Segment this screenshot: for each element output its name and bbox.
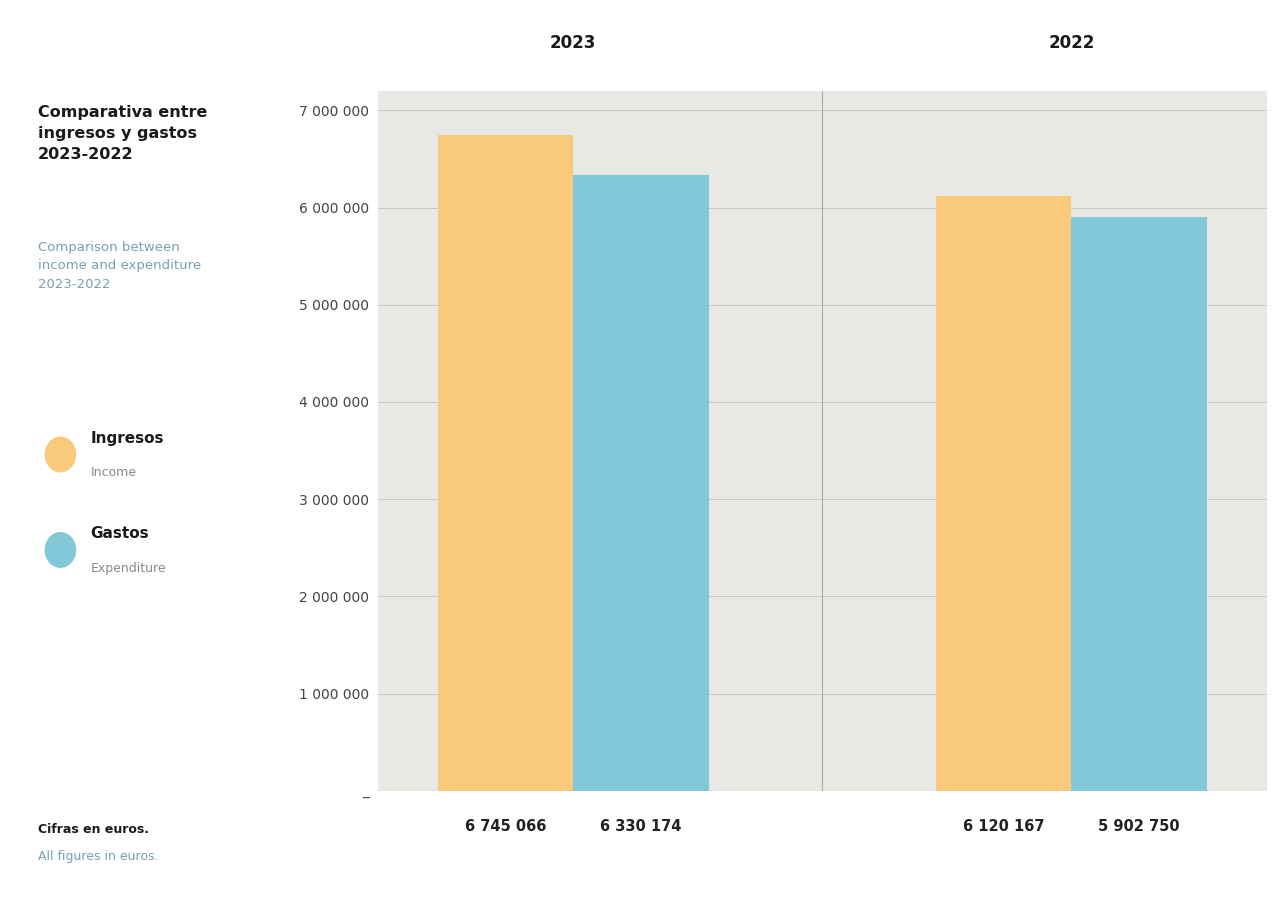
Bar bbox=[438, 135, 573, 791]
Text: 6 330 174: 6 330 174 bbox=[600, 819, 682, 834]
Text: 2023: 2023 bbox=[550, 35, 596, 53]
Text: Comparativa entre
ingresos y gastos
2023-2022: Comparativa entre ingresos y gastos 2023… bbox=[38, 105, 207, 162]
Text: Comparison between
income and expenditure
2023-2022: Comparison between income and expenditur… bbox=[38, 241, 201, 291]
Ellipse shape bbox=[45, 533, 76, 567]
Text: 5 902 750: 5 902 750 bbox=[1098, 819, 1180, 834]
Bar bbox=[936, 195, 1071, 791]
Ellipse shape bbox=[45, 437, 76, 472]
Text: Cifras en euros.: Cifras en euros. bbox=[38, 823, 148, 835]
Bar bbox=[573, 175, 709, 791]
Text: 6 745 066: 6 745 066 bbox=[465, 819, 547, 834]
Text: Ingresos: Ingresos bbox=[91, 431, 164, 445]
Text: 6 120 167: 6 120 167 bbox=[963, 819, 1044, 834]
Text: Expenditure: Expenditure bbox=[91, 562, 166, 574]
Bar bbox=[1071, 217, 1207, 791]
Text: Income: Income bbox=[91, 466, 137, 479]
Text: Gastos: Gastos bbox=[91, 526, 150, 541]
Text: 2022: 2022 bbox=[1048, 35, 1094, 53]
Text: All figures in euros.: All figures in euros. bbox=[38, 850, 159, 863]
